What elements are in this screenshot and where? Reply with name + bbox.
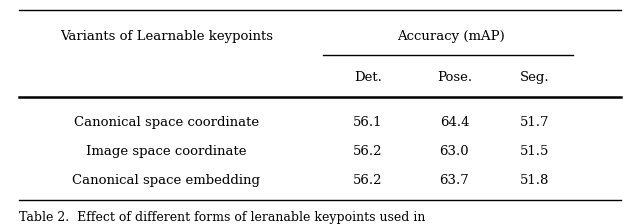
Text: 63.7: 63.7 (440, 174, 469, 187)
Text: 51.7: 51.7 (520, 116, 549, 129)
Text: Canonical space embedding: Canonical space embedding (72, 174, 260, 187)
Text: 56.1: 56.1 (353, 116, 383, 129)
Text: 56.2: 56.2 (353, 174, 383, 187)
Text: 64.4: 64.4 (440, 116, 469, 129)
Text: Det.: Det. (354, 71, 382, 84)
Text: Pose.: Pose. (437, 71, 472, 84)
Text: Table 2.  Effect of different forms of leranable keypoints used in: Table 2. Effect of different forms of le… (19, 211, 426, 224)
Text: Canonical space coordinate: Canonical space coordinate (74, 116, 259, 129)
Text: 63.0: 63.0 (440, 145, 469, 158)
Text: 51.8: 51.8 (520, 174, 549, 187)
Text: Variants of Learnable keypoints: Variants of Learnable keypoints (60, 30, 273, 43)
Text: Accuracy (mAP): Accuracy (mAP) (397, 30, 505, 43)
Text: 51.5: 51.5 (520, 145, 549, 158)
Text: 56.2: 56.2 (353, 145, 383, 158)
Text: Image space coordinate: Image space coordinate (86, 145, 246, 158)
Text: Seg.: Seg. (520, 71, 549, 84)
